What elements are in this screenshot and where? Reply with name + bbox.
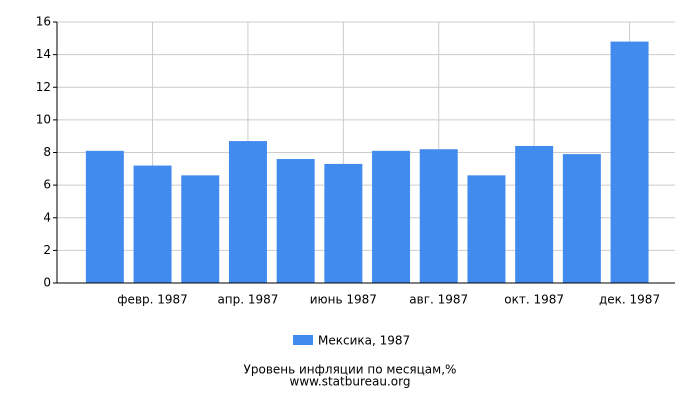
bar: [181, 175, 220, 283]
y-tick-label: 8: [43, 145, 51, 159]
bar: [372, 150, 411, 283]
x-tick-label: апр. 1987: [217, 293, 278, 307]
y-tick-label: 4: [43, 210, 51, 224]
y-tick-label: 10: [36, 112, 51, 126]
y-tick-label: 2: [43, 243, 51, 257]
legend-label: Мексика, 1987: [318, 334, 410, 348]
chart-title: Уровень инфляции по месяцам,%: [244, 363, 457, 377]
bar: [228, 141, 267, 283]
y-tick-label: 14: [36, 47, 51, 61]
x-tick-label: авг. 1987: [409, 293, 468, 307]
bar: [85, 150, 124, 283]
bar: [276, 159, 315, 283]
bar: [324, 163, 363, 283]
bar: [515, 145, 554, 283]
x-tick-label: февр. 1987: [117, 293, 188, 307]
bar: [610, 41, 649, 284]
x-tick-label: дек. 1987: [599, 293, 660, 307]
legend-swatch: [293, 335, 313, 345]
bar: [562, 154, 601, 283]
x-tick-label: июнь 1987: [310, 293, 377, 307]
bar: [133, 165, 172, 283]
bar: [419, 149, 458, 283]
y-tick-label: 16: [36, 15, 51, 29]
x-tick-label: окт. 1987: [504, 293, 564, 307]
y-tick-label: 6: [43, 178, 51, 192]
y-tick-label: 12: [36, 80, 51, 94]
y-tick-label: 0: [43, 276, 51, 290]
chart-subtitle: www.statbureau.org: [290, 375, 411, 389]
bar: [467, 175, 506, 283]
